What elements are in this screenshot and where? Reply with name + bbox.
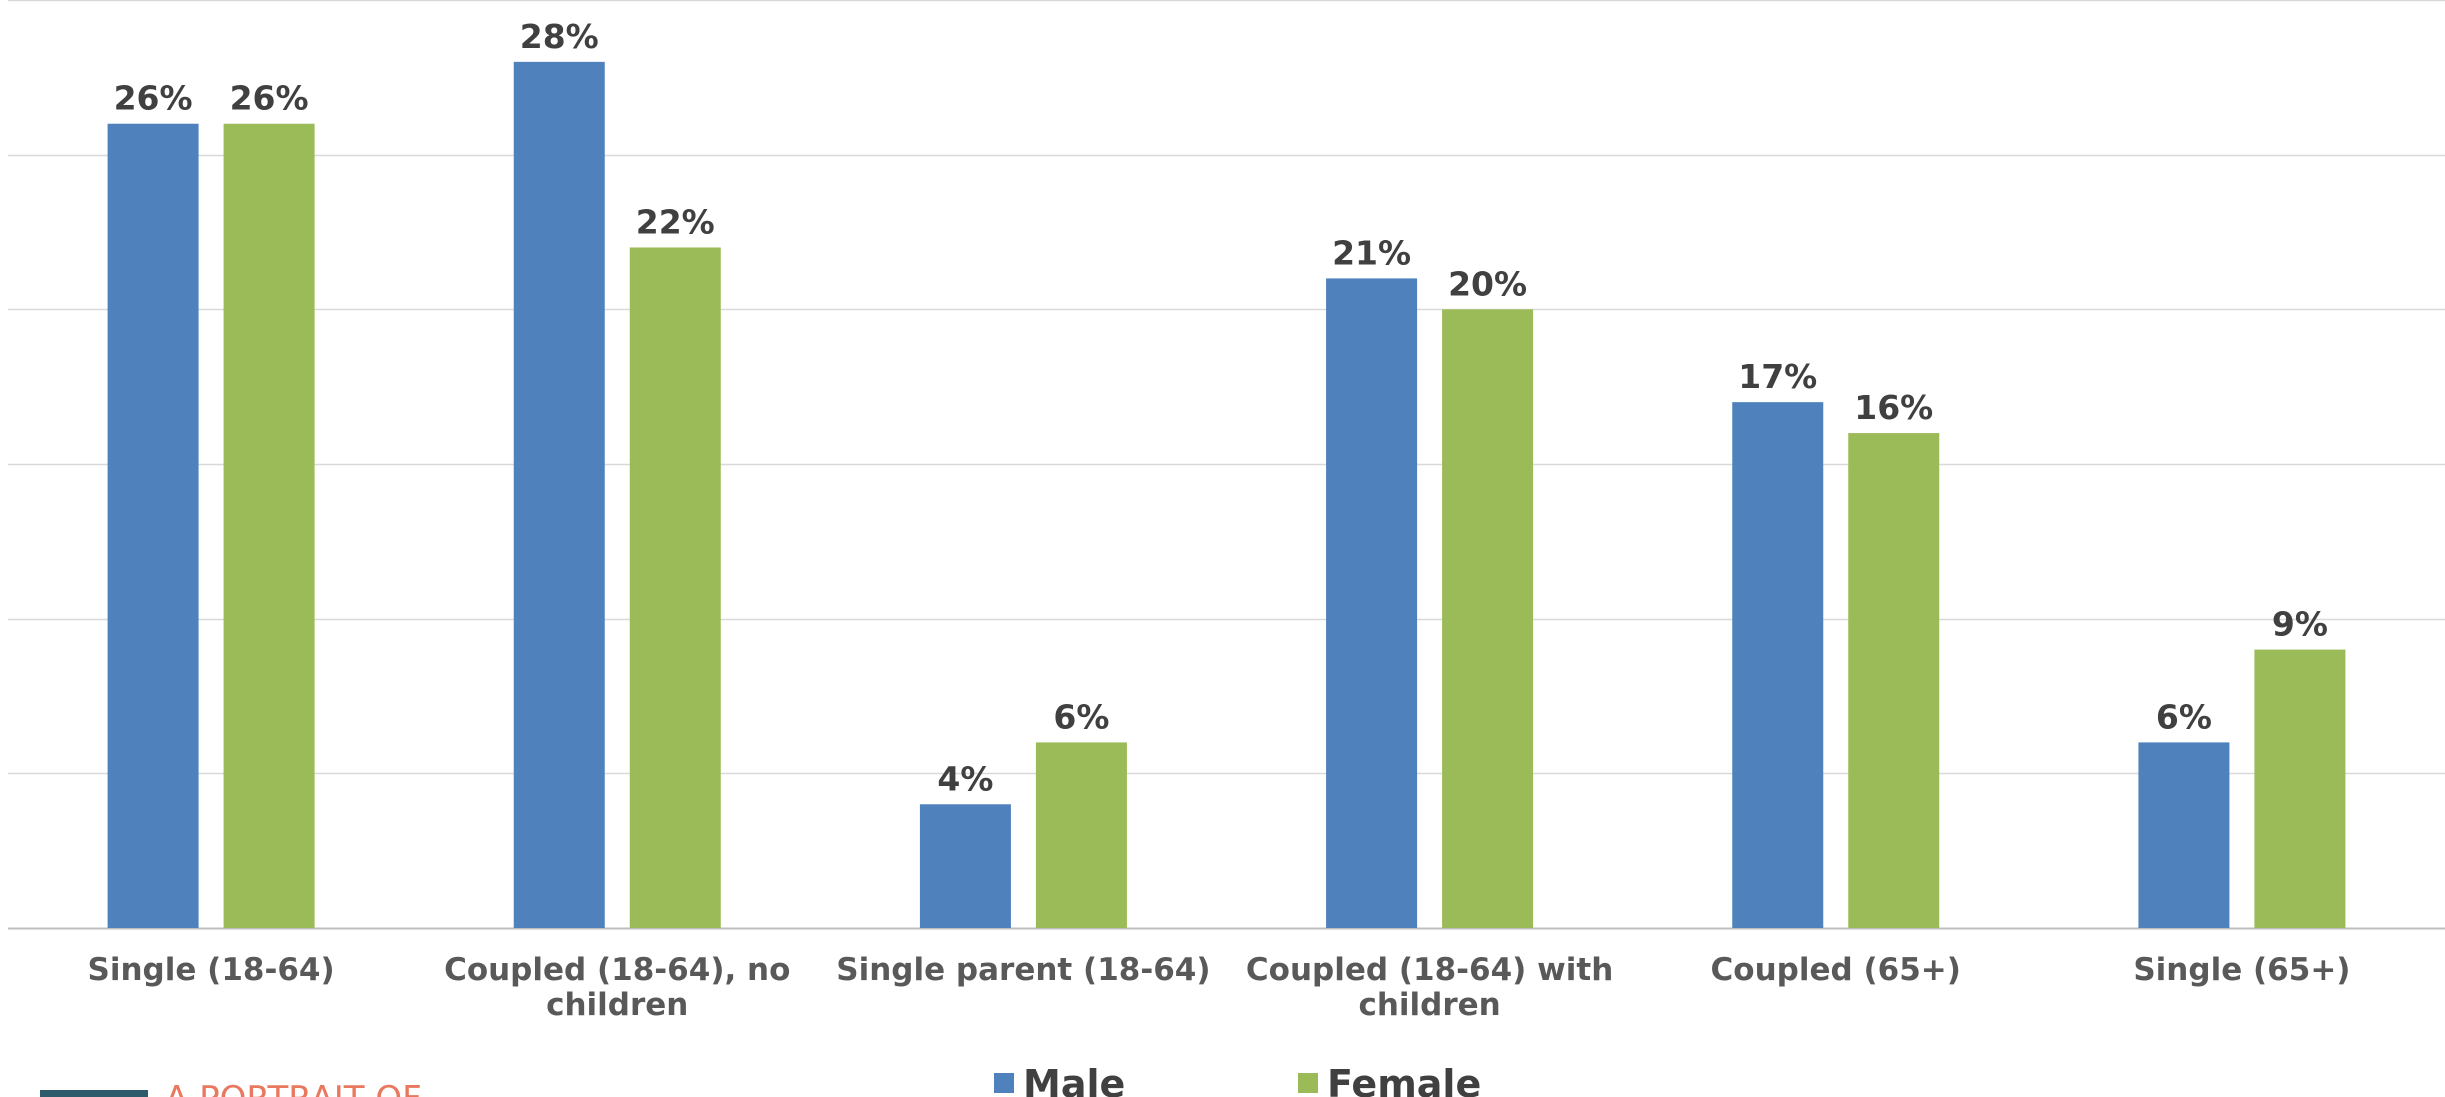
legend-swatch-male — [994, 1073, 1014, 1093]
logo-mark — [40, 1090, 148, 1097]
data-label: 17% — [1738, 357, 1817, 396]
legend-swatch-female — [1298, 1073, 1318, 1093]
bar-male — [107, 123, 199, 928]
category-label: Single parent (18-64) — [836, 952, 1210, 988]
category-label: Single (65+) — [2133, 952, 2350, 988]
data-label: 28% — [520, 17, 599, 56]
category-label: Coupled (18-64) with — [1246, 952, 1613, 988]
data-label: 6% — [1053, 697, 1109, 736]
category-label: Single (18-64) — [88, 952, 335, 988]
bar-female — [1035, 742, 1127, 928]
category-labels: Single (18-64) Coupled (18-64), nochildre… — [88, 952, 2351, 1023]
gridlines — [8, 0, 2445, 930]
data-label: 26% — [230, 79, 309, 118]
category-label: Coupled (65+) — [1711, 952, 1961, 988]
category-label: children — [546, 987, 688, 1023]
data-label: 22% — [636, 202, 715, 241]
bar-female — [1442, 309, 1534, 928]
category-label: children — [1358, 987, 1500, 1023]
data-label: 6% — [2156, 697, 2212, 736]
bar-male — [919, 804, 1011, 928]
data-labels: 26% 26% 28% 22% 4% 6% 21% 20% 17% 16% 6% 9% — [114, 17, 2328, 798]
legend-label-female: Female — [1327, 1062, 1481, 1097]
bar-female — [629, 247, 721, 928]
data-label: 20% — [1448, 264, 1527, 303]
bar-male — [2138, 742, 2230, 928]
legend-label-male: Male — [1023, 1062, 1125, 1097]
bar-male — [1732, 402, 1824, 929]
data-label: 21% — [1332, 233, 1411, 272]
data-label: 26% — [114, 79, 193, 118]
bars — [107, 61, 2346, 929]
bar-female — [2254, 649, 2346, 928]
bar-male — [1326, 278, 1418, 928]
logo-text: A PORTRAIT OF — [165, 1079, 422, 1097]
data-label: 4% — [937, 759, 993, 798]
data-label: 9% — [2272, 605, 2328, 644]
bar-male — [513, 61, 605, 929]
bar-female — [223, 123, 315, 928]
data-label: 16% — [1854, 388, 1933, 427]
legend: Male Female — [994, 1062, 1481, 1097]
category-label: Coupled (18-64), no — [444, 952, 790, 988]
bar-female — [1848, 433, 1940, 928]
logo: A PORTRAIT OF — [40, 1079, 422, 1097]
